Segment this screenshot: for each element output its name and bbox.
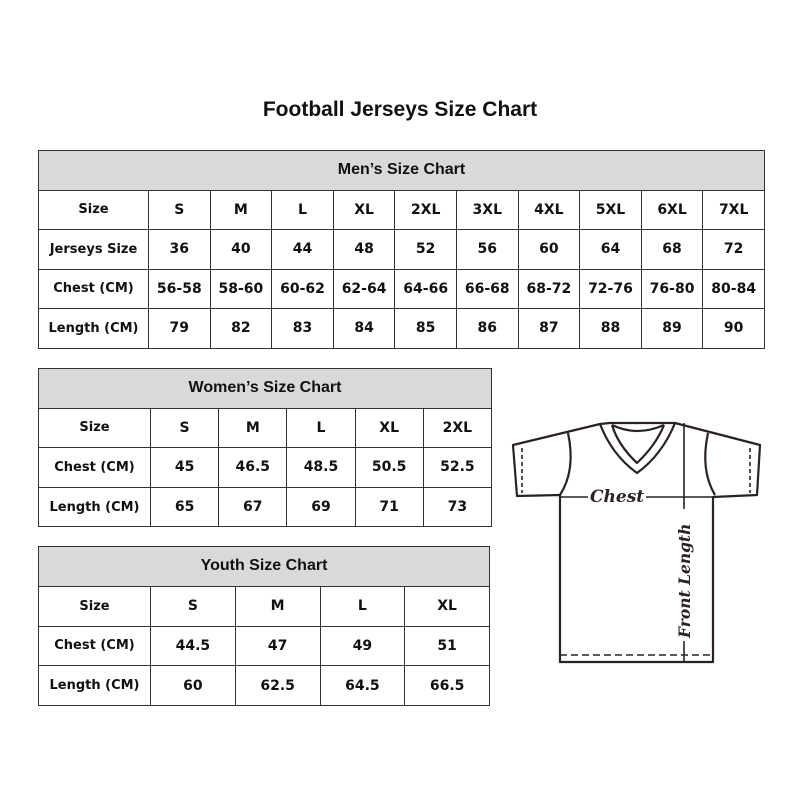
table-cell: XL (404, 585, 490, 627)
table-cell: 72-76 (579, 268, 642, 309)
row-label: Length (CM) (38, 308, 149, 349)
table-cell: 40 (209, 229, 273, 270)
table-cell: 52.5 (422, 447, 493, 488)
table-cell: 50.5 (354, 447, 424, 488)
collar-outer (598, 422, 677, 475)
table-cell: XL (332, 189, 396, 230)
table-cell: 5XL (579, 189, 642, 230)
table-cell: 48 (332, 229, 396, 270)
table-cell: 51 (404, 625, 490, 667)
table-cell: 56-58 (148, 268, 211, 309)
table-cell: 66-68 (455, 268, 519, 309)
table-row: Size S M L XL 2XL 3XL 4XL 5XL 6XL 7XL (38, 189, 765, 230)
table-cell: 62.5 (234, 665, 321, 707)
table-cell: 64.5 (319, 665, 406, 707)
table-cell: 79 (148, 308, 211, 349)
table-cell: 82 (209, 308, 273, 349)
left-sleeve-seam (559, 432, 572, 496)
table-row: Size S M L XL 2XL (38, 407, 493, 449)
row-label: Size (38, 407, 151, 449)
table-cell: M (218, 407, 288, 449)
table-cell: 86 (455, 308, 519, 349)
table-cell: 76-80 (640, 268, 704, 309)
table-cell: 60-62 (271, 268, 334, 309)
page-title: Football Jerseys Size Chart (262, 98, 538, 121)
row-label: Length (CM) (38, 486, 151, 528)
collar-band (611, 423, 665, 433)
table-row: Size S M L XL (38, 585, 490, 627)
table-cell: 60 (517, 229, 581, 270)
table-row: Jerseys Size 36 40 44 48 52 56 60 64 68 72 (38, 229, 765, 270)
table-cell: S (150, 585, 236, 627)
table-cell: 71 (354, 486, 424, 528)
womens-table-heading: Women’s Size Chart (38, 368, 492, 409)
table-cell: 84 (332, 308, 396, 349)
table-cell: L (319, 585, 406, 627)
table-cell: 87 (517, 308, 581, 349)
mens-size-table: Men’s Size Chart Size S M L XL 2XL 3XL 4XL 5XL 6X… (38, 150, 765, 349)
table-row: Chest (CM) 44.5 47 49 51 (38, 625, 490, 667)
table-row: Chest (CM) 45 46.5 48.5 50.5 52.5 (38, 447, 493, 488)
row-label: Chest (CM) (38, 447, 151, 488)
table-cell: S (149, 407, 220, 449)
table-row: Length (CM) 79 82 83 84 85 86 87 88 89 90 (38, 308, 765, 349)
table-cell: 88 (579, 308, 642, 349)
table-cell: 69 (286, 486, 356, 528)
womens-size-table: Women’s Size Chart Size S M L XL 2XL Chest (CM… (38, 368, 493, 528)
right-sleeve-seam (704, 432, 716, 496)
row-label: Size (38, 585, 151, 627)
row-label: Jerseys Size (38, 229, 149, 270)
table-row: Length (CM) 65 67 69 71 73 (38, 486, 493, 528)
table-cell: 65 (149, 486, 220, 528)
table-cell: M (234, 585, 321, 627)
table-cell: 47 (234, 625, 321, 667)
table-row: Length (CM) 60 62.5 64.5 66.5 (38, 665, 490, 707)
table-cell: XL (354, 407, 424, 449)
table-cell: 2XL (422, 407, 493, 449)
mens-table-heading: Men’s Size Chart (38, 150, 765, 191)
table-cell: 44.5 (150, 625, 236, 667)
chest-label: Chest (590, 487, 644, 507)
youth-table-heading: Youth Size Chart (38, 546, 490, 587)
table-cell: 36 (148, 229, 211, 270)
table-cell: 6XL (640, 189, 704, 230)
jersey-outline (511, 421, 762, 664)
collar-inner (610, 424, 666, 465)
table-cell: L (286, 407, 356, 449)
table-cell: 85 (394, 308, 457, 349)
table-cell: 7XL (702, 189, 765, 230)
table-cell: 62-64 (332, 268, 396, 309)
row-label: Length (CM) (38, 665, 151, 707)
table-cell: 73 (422, 486, 493, 528)
front-length-label: Front Length (675, 524, 694, 639)
table-cell: 45 (149, 447, 220, 488)
table-cell: 68-72 (517, 268, 581, 309)
youth-size-table: Youth Size Chart Size S M L XL Chest (CM) 44.5… (38, 546, 490, 707)
table-cell: 49 (319, 625, 406, 667)
table-cell: 67 (218, 486, 288, 528)
table-cell: 48.5 (286, 447, 356, 488)
table-cell: 90 (702, 308, 765, 349)
table-cell: 66.5 (404, 665, 490, 707)
row-label: Chest (CM) (38, 625, 151, 667)
row-label: Size (38, 189, 149, 230)
table-cell: 60 (150, 665, 236, 707)
table-cell: 80-84 (702, 268, 765, 309)
table-cell: L (271, 189, 334, 230)
table-cell: 68 (640, 229, 704, 270)
table-cell: 44 (271, 229, 334, 270)
